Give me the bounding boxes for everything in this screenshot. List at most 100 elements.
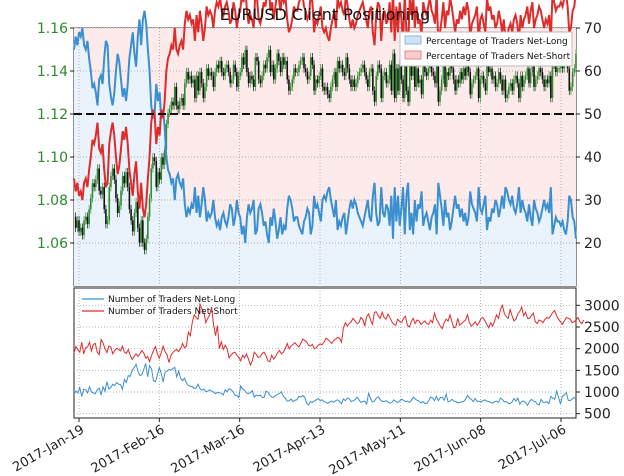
candle-body [165, 124, 168, 150]
candle-body [261, 75, 263, 84]
candle-body [533, 64, 535, 87]
top-left-axis-ticks: 1.06 1.08 1.10 1.12 1.14 1.16 [37, 21, 74, 252]
candle-body [199, 72, 201, 91]
candle-body [147, 216, 149, 239]
candle-body [571, 72, 574, 87]
candle-body [246, 49, 248, 73]
candle-body [340, 64, 342, 69]
candle-body [276, 53, 278, 69]
candle-body [509, 83, 512, 87]
candle-body [325, 86, 327, 91]
candle-body [449, 60, 451, 76]
candle-body [484, 83, 487, 91]
candle-body [274, 68, 277, 80]
candle-body [330, 86, 332, 99]
candle-body [256, 57, 258, 61]
candle-body [197, 75, 200, 91]
candle-body [234, 64, 236, 73]
candle-body [84, 216, 87, 221]
candle-body [476, 68, 478, 76]
candle-body [178, 101, 181, 110]
candle-body [351, 79, 354, 87]
candle-body [244, 49, 247, 65]
candle-body [138, 227, 141, 243]
candle-body [262, 64, 265, 76]
candle-body [242, 57, 245, 65]
right-tick-label: 40 [584, 150, 602, 166]
candle-body [393, 53, 396, 99]
candle-body [167, 112, 169, 125]
candle-body [555, 64, 557, 73]
candle-body [454, 79, 456, 91]
candle-body [187, 72, 189, 80]
candle-body [400, 64, 403, 80]
candle-body [81, 227, 84, 236]
candle-body [435, 57, 438, 84]
candle-body [377, 64, 379, 76]
right-tick-label: 70 [584, 21, 602, 37]
candle-body [177, 105, 179, 110]
candle-body [471, 83, 473, 95]
candle-body [447, 72, 450, 76]
candle-body [346, 57, 349, 69]
candle-body [461, 72, 463, 80]
candle-body [118, 205, 121, 213]
candle-body [380, 68, 383, 99]
right-tick-label: 50 [584, 107, 602, 123]
candle-body [338, 60, 341, 69]
candle-body [397, 68, 399, 91]
candle-body [252, 79, 255, 87]
candle-body [573, 68, 576, 73]
candle-body [224, 68, 226, 76]
candle-body [254, 57, 257, 87]
candle-body [172, 101, 174, 106]
candle-body [219, 60, 221, 69]
candle-body [561, 64, 564, 69]
candle-body [526, 68, 529, 76]
candle-body [370, 68, 372, 73]
candle-body [284, 60, 287, 65]
candle-body [486, 60, 488, 91]
candle-body [558, 68, 561, 70]
series-line-net-short-pct [73, 0, 576, 218]
candle-body [229, 72, 231, 84]
candle-body [489, 68, 492, 73]
candle-body [293, 68, 295, 80]
candle-body [514, 75, 517, 80]
series-line-net-long-pct [73, 10, 577, 244]
candle-body [130, 209, 132, 221]
candle-body [466, 64, 468, 76]
candle-body [506, 94, 508, 99]
candle-body [425, 72, 428, 76]
candle-body [398, 64, 401, 91]
candle-body [462, 68, 465, 80]
left-tick-label: 1.08 [37, 193, 68, 209]
candle-body [345, 57, 347, 76]
candle-body [281, 57, 283, 73]
candle-body [121, 175, 124, 191]
x-tick-label: 2017-May-11 [327, 422, 409, 476]
candle-body [79, 227, 82, 232]
candle-body [353, 79, 356, 87]
candle-body [195, 75, 198, 99]
candle-body [550, 75, 552, 99]
candle-body [170, 101, 173, 110]
candle-body [457, 79, 460, 84]
candle-body [91, 183, 94, 199]
candle-body [432, 72, 435, 76]
candle-body [414, 57, 416, 87]
candle-body [152, 157, 154, 169]
right-tick-label: 60 [584, 64, 602, 80]
candle-body [410, 60, 413, 76]
candle-body [103, 187, 106, 210]
candle-body [467, 64, 470, 73]
candle-body [452, 68, 455, 80]
bottom-right-tick-label: 2500 [584, 320, 620, 336]
legend-swatch-net-short-pct [404, 50, 422, 60]
candle-body [214, 72, 216, 87]
candle-body [279, 60, 282, 73]
candle-body [492, 75, 495, 80]
candle-body [496, 83, 498, 87]
candle-body [150, 168, 153, 199]
